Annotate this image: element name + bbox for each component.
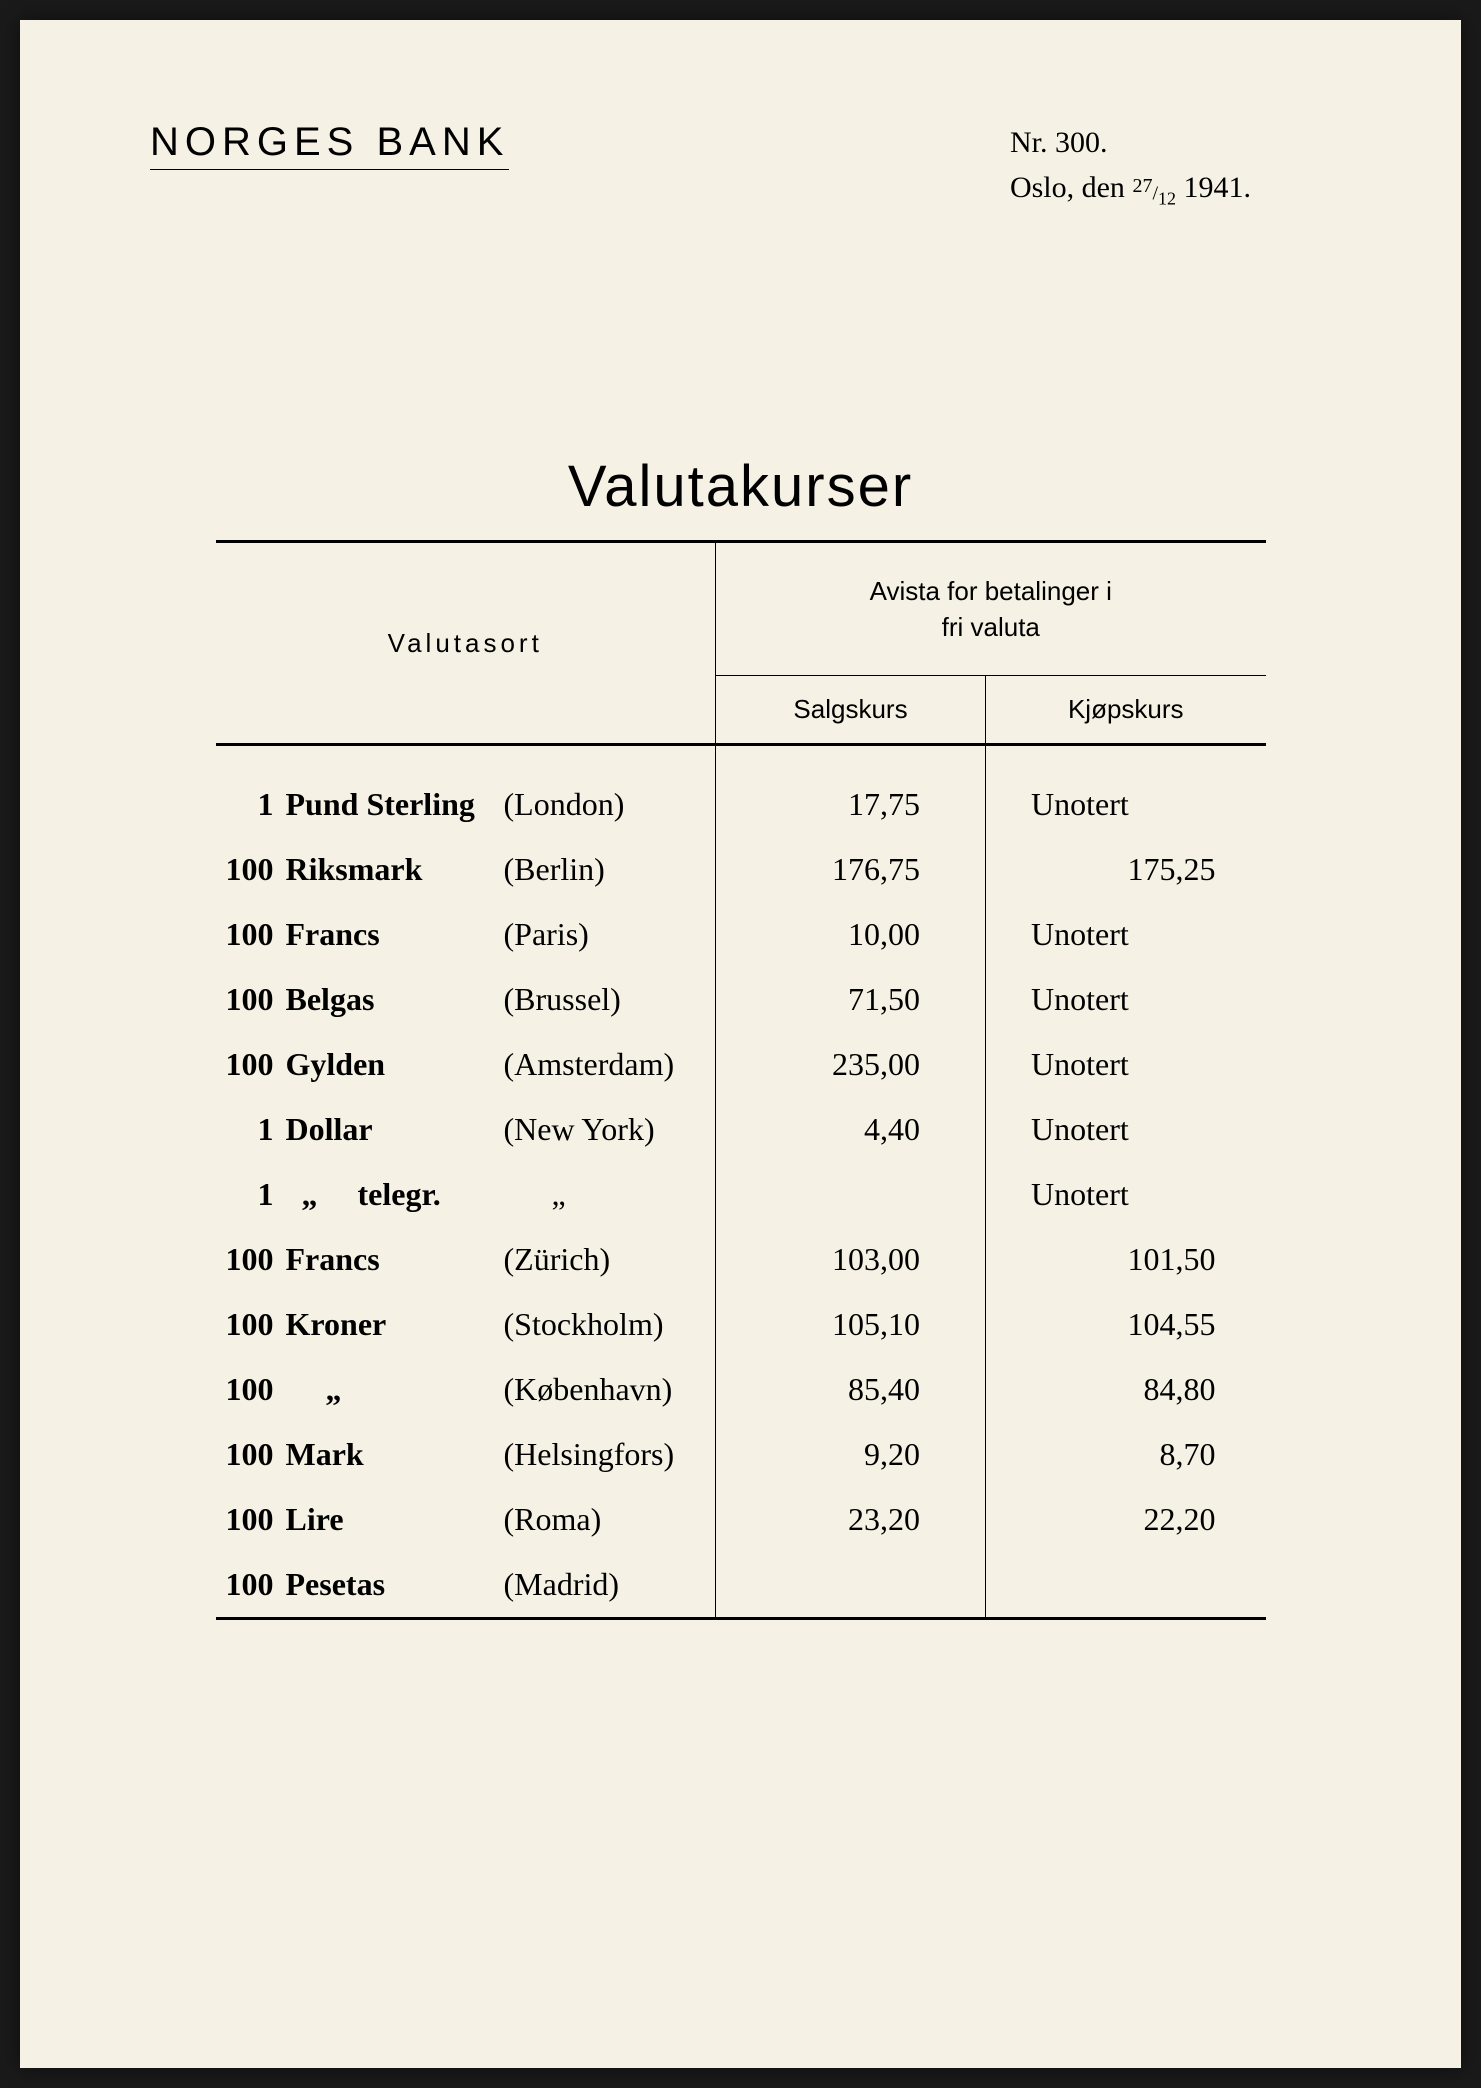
document-page: NORGES BANK Nr. 300. Oslo, den 27/12 194… <box>20 20 1461 2068</box>
cell-currency: Belgas <box>286 967 496 1032</box>
cell-salgskurs: 71,50 <box>716 967 986 1032</box>
cell-salgskurs <box>716 1552 986 1617</box>
cell-currency: „ <box>286 1357 496 1422</box>
cell-kjopskurs: Unotert <box>986 967 1266 1032</box>
table-row: 100Gylden(Amsterdam)235,00Unotert <box>216 1032 1266 1097</box>
col-header-valutasort: Valutasort <box>216 541 716 745</box>
cell-salgskurs: 105,10 <box>716 1292 986 1357</box>
cell-salgskurs: 103,00 <box>716 1227 986 1292</box>
cell-salgskurs: 23,20 <box>716 1487 986 1552</box>
table-container: Valutasort Avista for betalinger i fri v… <box>216 540 1266 1621</box>
cell-kjopskurs: 101,50 <box>986 1227 1266 1292</box>
col-header-kjopskurs: Kjøpskurs <box>986 676 1266 745</box>
cell-salgskurs: 85,40 <box>716 1357 986 1422</box>
cell-qty: 100 <box>216 1487 286 1552</box>
cell-currency: Mark <box>286 1422 496 1487</box>
table-row: 1Pund Sterling(London)17,75Unotert <box>216 745 1266 838</box>
cell-kjopskurs: Unotert <box>986 1097 1266 1162</box>
cell-qty: 100 <box>216 902 286 967</box>
table-row: 100Kroner(Stockholm)105,10104,55 <box>216 1292 1266 1357</box>
cell-kjopskurs: 8,70 <box>986 1422 1266 1487</box>
cell-qty: 1 <box>216 1097 286 1162</box>
cell-salgskurs: 9,20 <box>716 1422 986 1487</box>
cell-salgskurs <box>716 1162 986 1227</box>
cell-kjopskurs: 84,80 <box>986 1357 1266 1422</box>
cell-city: (Stockholm) <box>496 1292 716 1357</box>
page-title: Valutakurser <box>150 453 1331 520</box>
table-row: 100Pesetas(Madrid) <box>216 1552 1266 1617</box>
cell-kjopskurs: 175,25 <box>986 837 1266 902</box>
table-row: 100Francs(Zürich)103,00101,50 <box>216 1227 1266 1292</box>
cell-city: (Madrid) <box>496 1552 716 1617</box>
cell-salgskurs: 4,40 <box>716 1097 986 1162</box>
bank-name: NORGES BANK <box>150 120 509 170</box>
cell-city: (Helsingfors) <box>496 1422 716 1487</box>
cell-kjopskurs: Unotert <box>986 1032 1266 1097</box>
cell-kjopskurs: Unotert <box>986 1162 1266 1227</box>
cell-kjopskurs <box>986 1552 1266 1617</box>
cell-city: (København) <box>496 1357 716 1422</box>
cell-qty: 100 <box>216 1227 286 1292</box>
nr-label: Nr. 300. <box>1010 120 1251 165</box>
cell-currency: Francs <box>286 902 496 967</box>
currency-table: Valutasort Avista for betalinger i fri v… <box>216 540 1266 1618</box>
cell-qty: 1 <box>216 1162 286 1227</box>
cell-qty: 100 <box>216 1357 286 1422</box>
cell-qty: 100 <box>216 1292 286 1357</box>
cell-qty: 100 <box>216 967 286 1032</box>
cell-city: (Amsterdam) <box>496 1032 716 1097</box>
date-denominator: 12 <box>1158 189 1176 209</box>
cell-qty: 100 <box>216 1422 286 1487</box>
cell-city: (Paris) <box>496 902 716 967</box>
cell-city: (New York) <box>496 1097 716 1162</box>
cell-currency: Kroner <box>286 1292 496 1357</box>
cell-city: (Roma) <box>496 1487 716 1552</box>
table-body: 1Pund Sterling(London)17,75Unotert100Rik… <box>216 745 1266 1618</box>
date-fraction: 27/12 <box>1132 171 1176 213</box>
cell-currency: Pund Sterling <box>286 745 496 838</box>
table-row: 100Mark(Helsingfors)9,208,70 <box>216 1422 1266 1487</box>
document-header: NORGES BANK Nr. 300. Oslo, den 27/12 194… <box>150 120 1331 213</box>
cell-qty: 100 <box>216 837 286 902</box>
cell-salgskurs: 235,00 <box>716 1032 986 1097</box>
cell-kjopskurs: 22,20 <box>986 1487 1266 1552</box>
table-row: 1 „ telegr. „ Unotert <box>216 1162 1266 1227</box>
cell-currency: Francs <box>286 1227 496 1292</box>
year: 1941. <box>1184 171 1252 204</box>
col-header-salgskurs: Salgskurs <box>716 676 986 745</box>
cell-currency: Gylden <box>286 1032 496 1097</box>
cell-qty: 1 <box>216 745 286 838</box>
table-row: 100Belgas(Brussel)71,50Unotert <box>216 967 1266 1032</box>
cell-city: (London) <box>496 745 716 838</box>
cell-city: (Brussel) <box>496 967 716 1032</box>
col-header-avista: Avista for betalinger i fri valuta <box>716 541 1266 676</box>
place: Oslo, den <box>1010 171 1125 204</box>
cell-city: „ <box>496 1162 716 1227</box>
cell-qty: 100 <box>216 1552 286 1617</box>
cell-currency: Dollar <box>286 1097 496 1162</box>
table-row: 100Riksmark(Berlin)176,75175,25 <box>216 837 1266 902</box>
cell-salgskurs: 10,00 <box>716 902 986 967</box>
cell-qty: 100 <box>216 1032 286 1097</box>
cell-city: (Berlin) <box>496 837 716 902</box>
cell-currency: Lire <box>286 1487 496 1552</box>
table-row: 1Dollar(New York)4,40Unotert <box>216 1097 1266 1162</box>
cell-kjopskurs: Unotert <box>986 745 1266 838</box>
cell-kjopskurs: 104,55 <box>986 1292 1266 1357</box>
cell-currency: Pesetas <box>286 1552 496 1617</box>
table-row: 100Lire(Roma)23,2022,20 <box>216 1487 1266 1552</box>
header-right: Nr. 300. Oslo, den 27/12 1941. <box>1010 120 1251 213</box>
cell-currency: „ telegr. <box>286 1162 496 1227</box>
table-row: 100 „(København)85,4084,80 <box>216 1357 1266 1422</box>
table-bottom-rule <box>216 1617 1266 1620</box>
cell-salgskurs: 176,75 <box>716 837 986 902</box>
cell-salgskurs: 17,75 <box>716 745 986 838</box>
table-row: 100Francs(Paris)10,00Unotert <box>216 902 1266 967</box>
date-line: Oslo, den 27/12 1941. <box>1010 165 1251 213</box>
cell-currency: Riksmark <box>286 837 496 902</box>
cell-kjopskurs: Unotert <box>986 902 1266 967</box>
cell-city: (Zürich) <box>496 1227 716 1292</box>
date-numerator: 27 <box>1132 175 1152 197</box>
